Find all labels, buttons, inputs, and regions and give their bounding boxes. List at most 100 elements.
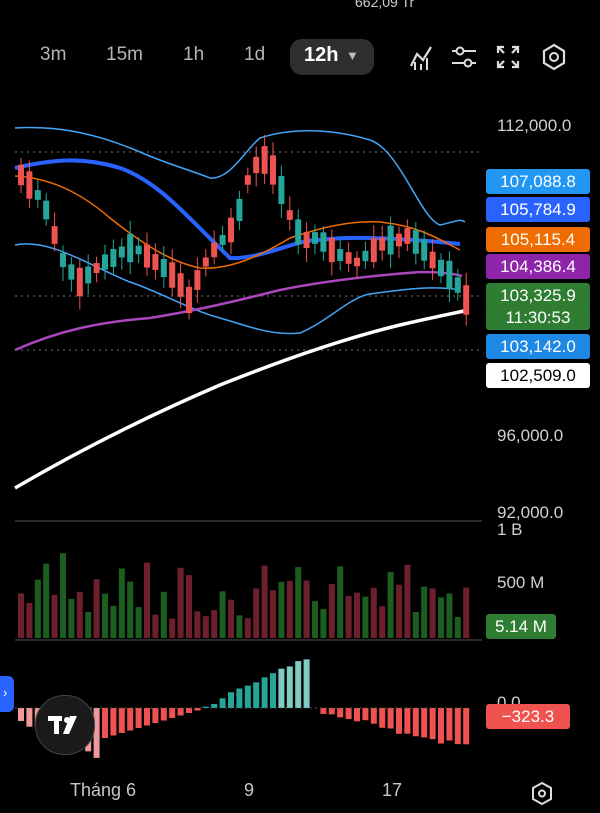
- volume-bar: [329, 584, 335, 638]
- macd-bar: [253, 682, 259, 708]
- candle-body: [102, 254, 108, 269]
- volume-bar: [110, 606, 116, 638]
- macd-bar: [388, 708, 394, 728]
- indicators-icon[interactable]: [405, 40, 439, 74]
- candle-body: [371, 238, 377, 262]
- macd-bar: [119, 708, 125, 733]
- tab-active-timeframe[interactable]: 12h ▼: [290, 39, 374, 75]
- macd-bar: [178, 708, 184, 716]
- macd-bar: [110, 708, 116, 736]
- macd-bar: [421, 708, 427, 737]
- price-tag: 103,142.0: [486, 334, 590, 359]
- volume-bar: [211, 610, 217, 638]
- macd-bar: [245, 686, 251, 708]
- candle-body: [413, 230, 419, 254]
- candle-body: [396, 234, 402, 247]
- price-tag: 105,784.9: [486, 197, 590, 222]
- settings-gear-icon[interactable]: [528, 780, 556, 800]
- macd-bar: [26, 708, 32, 727]
- candle-body: [228, 218, 234, 243]
- volume-bar: [337, 566, 343, 638]
- candle-body: [262, 146, 268, 174]
- candle-body: [127, 234, 133, 262]
- candle-body: [85, 267, 91, 284]
- volume-bar: [362, 597, 368, 638]
- volume-bar: [203, 616, 209, 638]
- top-volume-value: 662,09 Tr: [355, 0, 414, 10]
- volume-bar: [379, 606, 385, 638]
- macd-bar: [337, 708, 343, 717]
- macd-bar: [446, 708, 452, 741]
- macd-bar: [270, 673, 276, 708]
- macd-bar: [18, 708, 24, 721]
- price-tag: 105,115.4: [486, 227, 590, 252]
- tab-3m[interactable]: 3m: [40, 44, 66, 66]
- volume-bar: [102, 594, 108, 638]
- macd-bar: [438, 708, 444, 744]
- candle-body: [287, 210, 293, 220]
- candle-body: [52, 226, 58, 244]
- tab-15m[interactable]: 15m: [106, 44, 143, 66]
- candle-body: [178, 273, 184, 297]
- date-label: Tháng 6: [70, 780, 136, 801]
- volume-bar: [236, 615, 242, 638]
- macd-bar: [144, 708, 150, 726]
- tab-1d[interactable]: 1d: [244, 44, 265, 66]
- candle-body: [404, 228, 410, 244]
- volume-bar: [354, 593, 360, 638]
- volume-bar: [388, 572, 394, 638]
- macd-bar: [354, 708, 360, 721]
- volume-bar: [169, 619, 175, 638]
- candle-body: [463, 285, 469, 315]
- date-label: 9: [244, 780, 254, 801]
- volume-bar: [144, 563, 150, 638]
- macd-bar: [396, 708, 402, 734]
- macd-bar: [413, 708, 419, 736]
- volume-bar: [278, 582, 284, 638]
- macd-bar: [152, 708, 158, 723]
- candle-body: [354, 258, 360, 267]
- volume-bar: [421, 587, 427, 638]
- volume-bar: [26, 603, 32, 638]
- macd-bar: [161, 708, 167, 721]
- chevron-right-icon: ›: [3, 685, 7, 700]
- macd-bar: [127, 708, 133, 731]
- candle-body: [161, 259, 167, 277]
- expand-panel-tab[interactable]: ›: [0, 676, 14, 712]
- volume-bar: [287, 581, 293, 638]
- macd-bar: [320, 708, 326, 714]
- fullscreen-icon[interactable]: [491, 40, 525, 74]
- macd-bar: [220, 698, 226, 708]
- volume-bar: [186, 575, 192, 638]
- candle-body: [26, 171, 32, 198]
- volume-bar: [262, 566, 268, 638]
- candle-body: [329, 238, 335, 262]
- tab-1h[interactable]: 1h: [183, 44, 204, 66]
- volume-bar: [371, 588, 377, 638]
- settings-sliders-icon[interactable]: [447, 40, 481, 74]
- candle-body: [446, 261, 452, 289]
- macd-bar: [262, 677, 268, 708]
- candle-body: [60, 253, 66, 267]
- candle-body: [194, 270, 200, 290]
- volume-bars: [18, 553, 469, 638]
- candle-body: [203, 257, 209, 266]
- macd-bar: [362, 708, 368, 720]
- volume-bar: [77, 592, 83, 638]
- macd-bar: [430, 708, 436, 739]
- volume-bar: [320, 609, 326, 638]
- volume-bar: [152, 615, 158, 638]
- candle-body: [295, 219, 301, 244]
- volume-bar: [85, 612, 91, 638]
- candle-body: [169, 262, 175, 287]
- candle-body: [144, 244, 150, 267]
- candle-body: [220, 235, 226, 245]
- volume-bar: [404, 565, 410, 638]
- candle-body: [362, 251, 368, 261]
- settings-gear-icon[interactable]: [537, 40, 571, 74]
- tradingview-logo[interactable]: [35, 695, 95, 755]
- candle-body: [110, 249, 116, 267]
- volume-bar: [304, 580, 310, 638]
- candle-body: [346, 252, 352, 264]
- volume-bar: [60, 553, 66, 638]
